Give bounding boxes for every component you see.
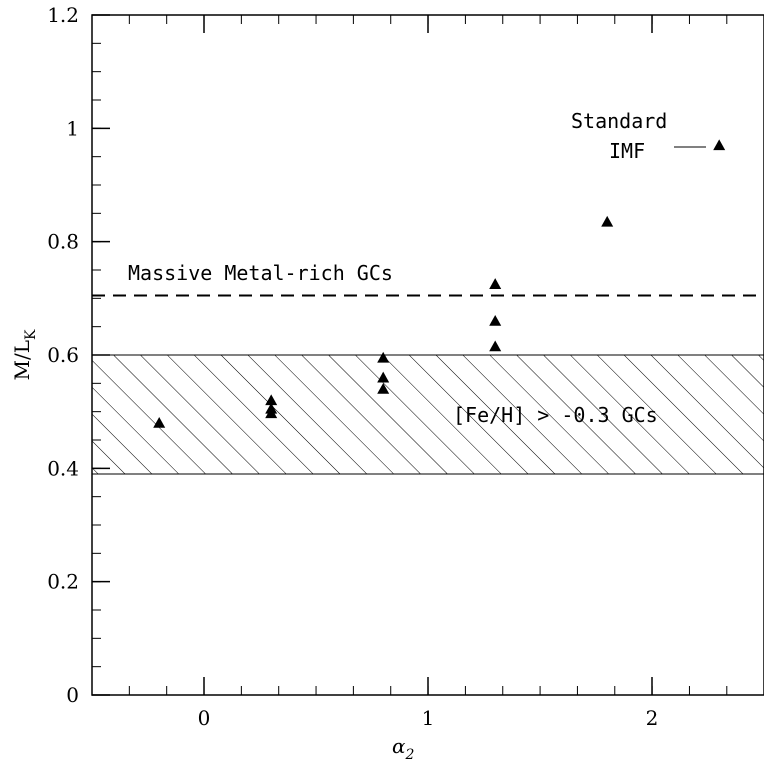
y-tick-label: 1 xyxy=(66,116,79,140)
data-point xyxy=(265,407,278,419)
band-label: [Fe/H] > -0.3 GCs xyxy=(453,403,658,427)
data-point xyxy=(377,383,390,394)
y-tick-label: 0.4 xyxy=(47,456,79,480)
data-point xyxy=(601,215,614,227)
data-point xyxy=(489,278,502,289)
data-point xyxy=(489,315,502,326)
y-tick-label: 0 xyxy=(66,683,79,707)
data-point xyxy=(377,351,390,363)
x-axis-title: α2 xyxy=(392,734,415,759)
data-point xyxy=(265,394,278,406)
tick-labels: 0 1 2 0 0.2 0.4 0.6 0.8 1 1.2 xyxy=(47,3,658,730)
data-point xyxy=(377,371,390,383)
y-axis-title: M/LK xyxy=(10,329,39,381)
standard-imf-label-line2: IMF xyxy=(609,139,645,163)
y-tick-label: 0.8 xyxy=(47,230,79,254)
data-point xyxy=(489,340,502,352)
y-tick-label: 0.6 xyxy=(47,343,79,367)
axis-ticks xyxy=(91,14,728,696)
x-tick-label: 2 xyxy=(646,706,659,730)
data-point xyxy=(153,417,166,428)
y-tick-label: 1.2 xyxy=(47,3,79,27)
data-points xyxy=(153,139,726,428)
hatched-band xyxy=(92,354,764,475)
band-fill xyxy=(92,355,764,474)
dashed-line-label: Massive Metal-rich GCs xyxy=(128,261,393,285)
x-tick-label: 0 xyxy=(198,706,211,730)
x-tick-label: 1 xyxy=(422,706,435,730)
data-point xyxy=(713,139,726,151)
standard-imf-label-line1: Standard xyxy=(571,109,667,133)
y-tick-label: 0.2 xyxy=(47,570,79,594)
